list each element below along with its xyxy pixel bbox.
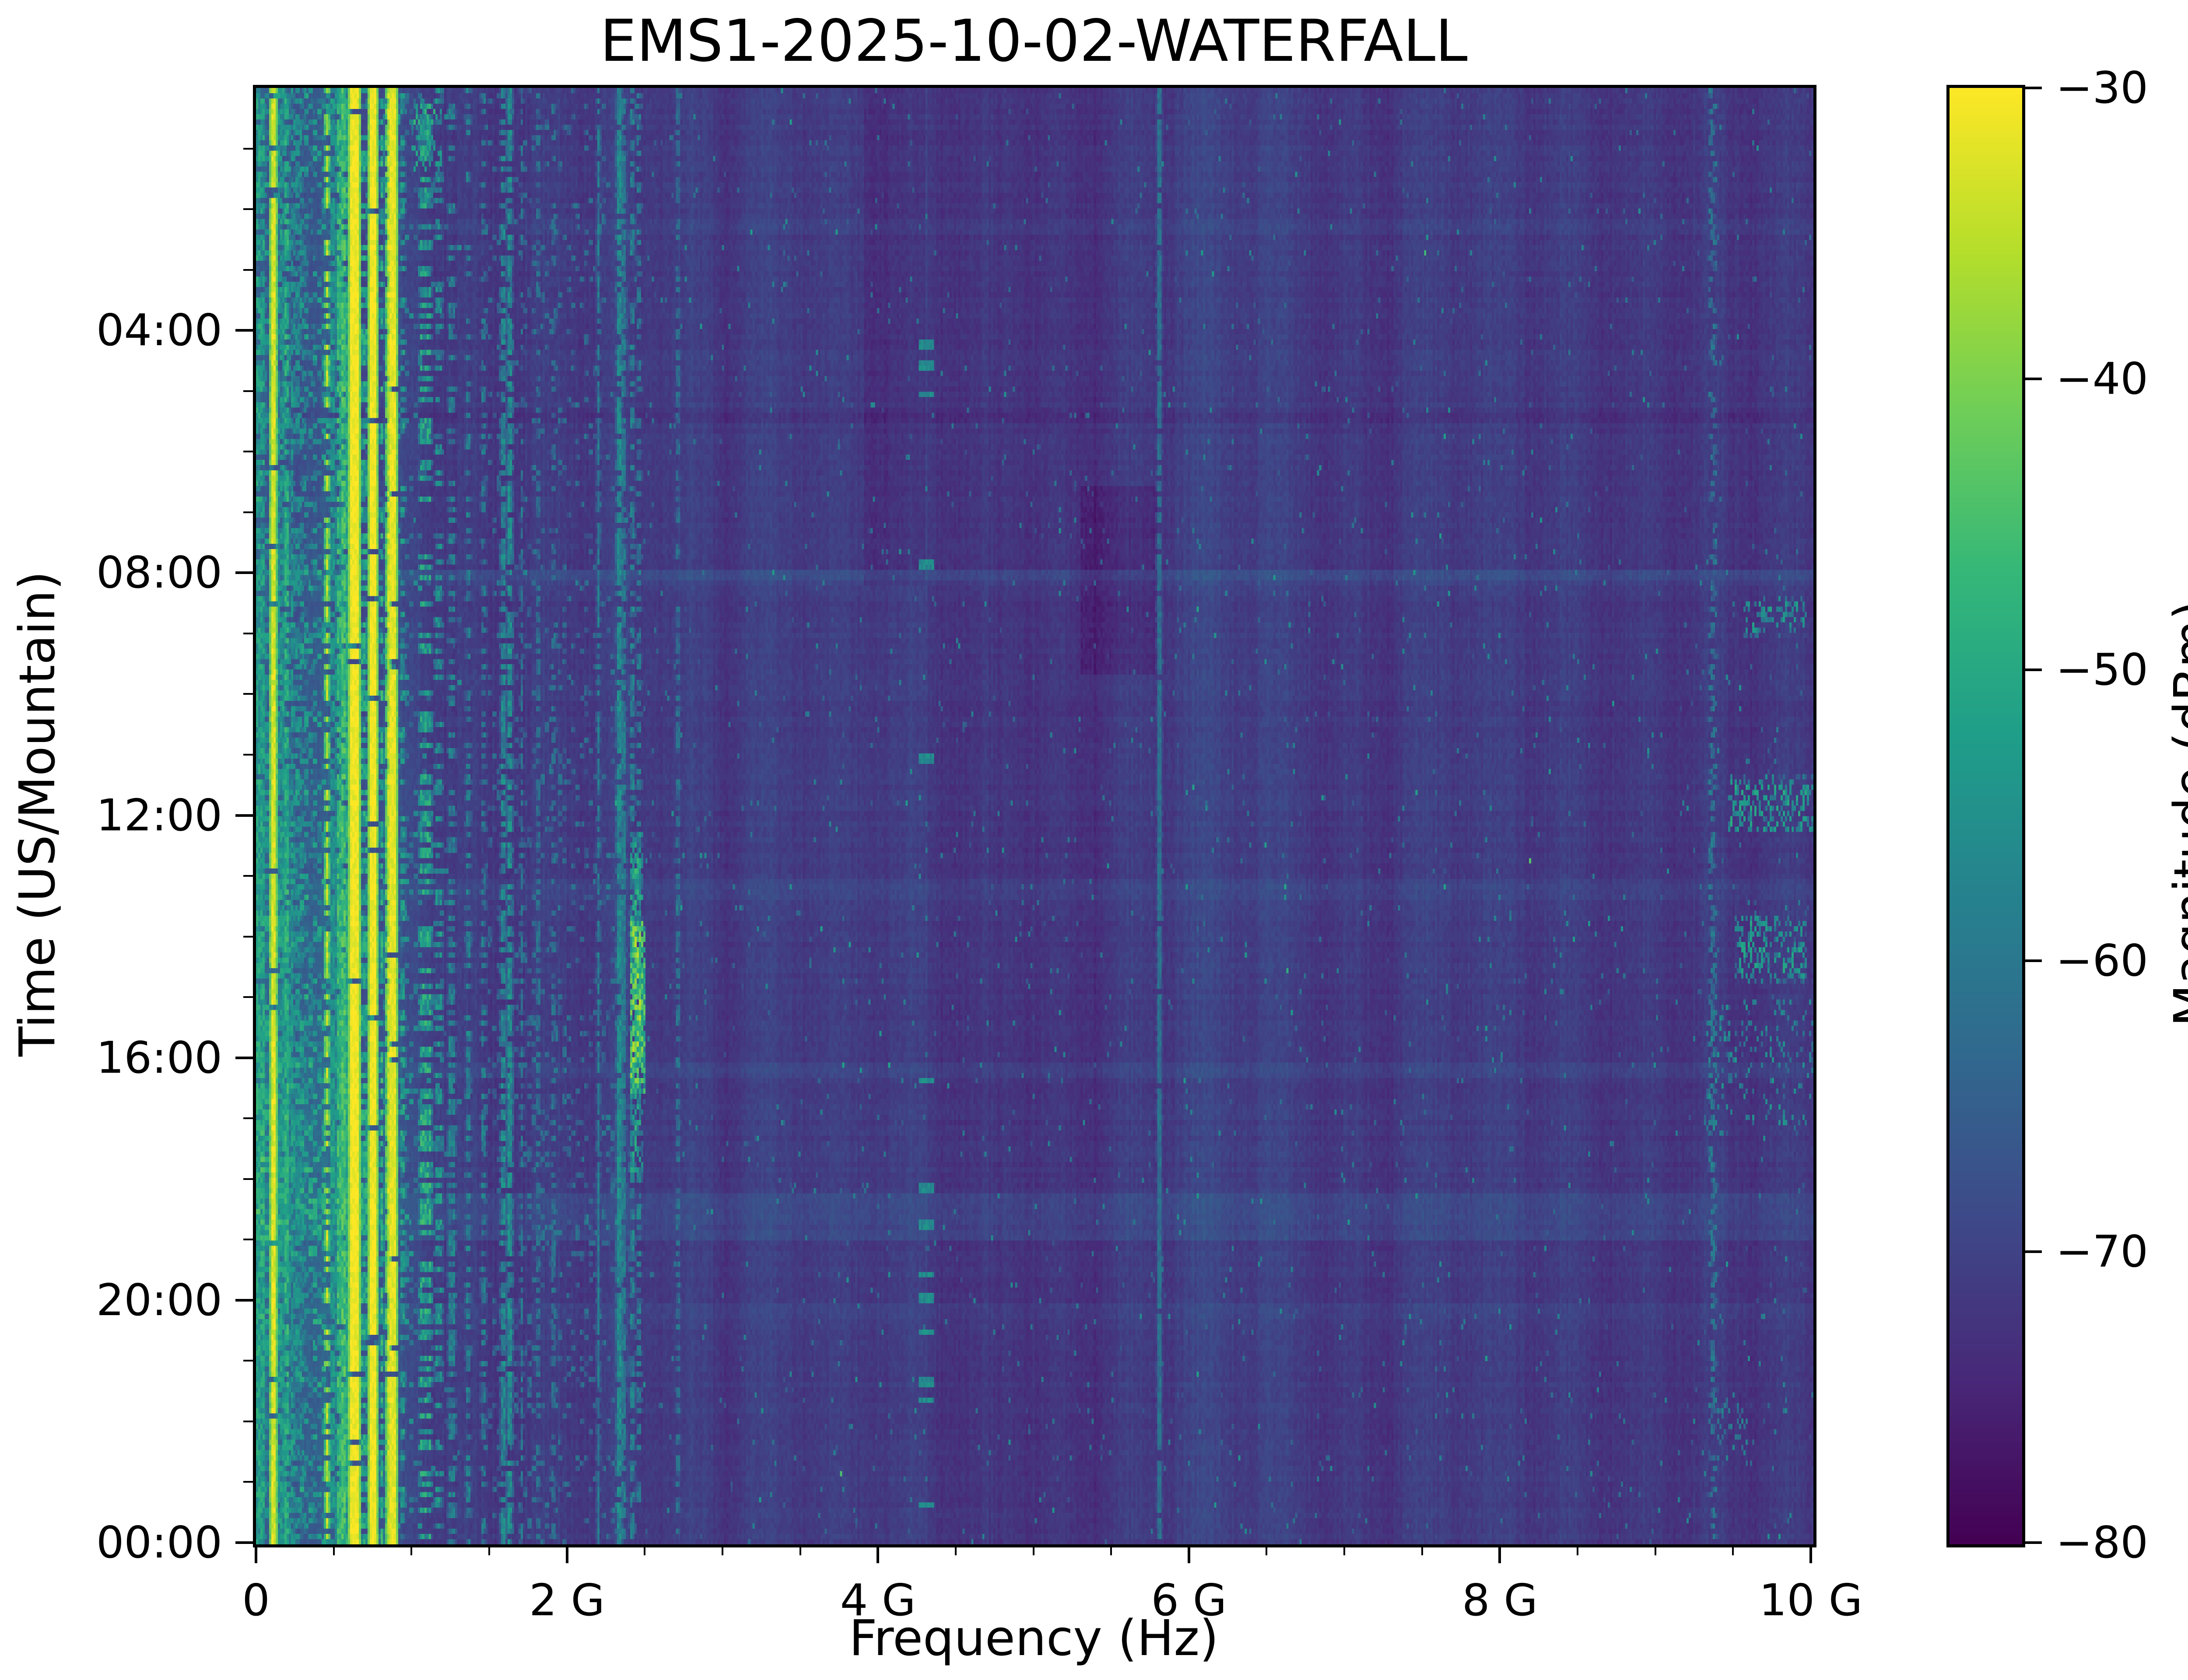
y-major-tick — [235, 1298, 253, 1302]
y-minor-tick — [243, 1360, 253, 1362]
x-minor-tick — [1110, 1546, 1112, 1555]
spectrogram-heatmap-canvas — [256, 88, 1813, 1544]
y-minor-tick — [243, 1117, 253, 1120]
y-tick-label: 00:00 — [96, 1517, 222, 1568]
x-minor-tick — [954, 1546, 957, 1555]
y-minor-tick — [243, 632, 253, 634]
y-minor-tick — [243, 390, 253, 392]
y-major-tick — [235, 1541, 253, 1544]
y-minor-tick — [243, 753, 253, 756]
y-tick-label: 12:00 — [96, 789, 222, 841]
x-tick-label: 0 — [242, 1575, 270, 1626]
y-minor-tick — [243, 1481, 253, 1483]
y-minor-tick — [243, 1178, 253, 1180]
x-minor-tick — [1732, 1546, 1734, 1555]
plot-area — [253, 85, 1816, 1547]
colorbar-tick — [2025, 1541, 2042, 1544]
colorbar-tick-label: −60 — [2056, 935, 2149, 986]
colorbar-tick-label: −70 — [2056, 1226, 2149, 1277]
x-minor-tick — [1343, 1546, 1346, 1555]
y-minor-tick — [243, 208, 253, 210]
colorbar — [1946, 85, 2025, 1547]
colorbar-gradient-canvas — [1950, 88, 2022, 1544]
y-minor-tick — [243, 1239, 253, 1241]
colorbar-tick — [2025, 668, 2042, 671]
x-minor-tick — [1266, 1546, 1268, 1555]
colorbar-tick-label: −30 — [2056, 62, 2149, 113]
y-minor-tick — [243, 451, 253, 453]
x-minor-tick — [488, 1546, 490, 1555]
x-minor-tick — [333, 1546, 335, 1555]
x-tick-label: 10 G — [1759, 1575, 1863, 1626]
y-tick-label: 04:00 — [96, 304, 222, 356]
x-major-tick — [877, 1546, 880, 1563]
y-minor-tick — [243, 935, 253, 938]
y-minor-tick — [243, 269, 253, 271]
colorbar-tick — [2025, 87, 2042, 89]
y-tick-label: 20:00 — [96, 1274, 222, 1326]
x-minor-tick — [644, 1546, 646, 1555]
y-major-tick — [235, 1056, 253, 1059]
y-minor-tick — [243, 147, 253, 150]
x-tick-label: 4 G — [840, 1575, 916, 1626]
x-major-tick — [1187, 1546, 1190, 1563]
colorbar-tick — [2025, 1250, 2042, 1253]
colorbar-tick-label: −40 — [2056, 353, 2149, 404]
colorbar-tick-label: −80 — [2056, 1517, 2149, 1568]
figure-title: EMS1-2025-10-02-WATERFALL — [600, 7, 1468, 75]
y-minor-tick — [243, 1420, 253, 1422]
y-major-tick — [235, 329, 253, 332]
colorbar-tick — [2025, 378, 2042, 380]
x-minor-tick — [721, 1546, 723, 1555]
x-minor-tick — [1577, 1546, 1579, 1555]
colorbar-tick-label: −50 — [2056, 644, 2149, 695]
x-major-tick — [255, 1546, 257, 1563]
y-tick-label: 16:00 — [96, 1032, 222, 1083]
x-axis-label: Frequency (Hz) — [849, 1610, 1219, 1667]
x-major-tick — [1498, 1546, 1501, 1563]
y-minor-tick — [243, 875, 253, 877]
x-tick-label: 6 G — [1151, 1575, 1227, 1626]
x-major-tick — [565, 1546, 568, 1563]
x-minor-tick — [1654, 1546, 1656, 1555]
y-minor-tick — [243, 511, 253, 513]
y-minor-tick — [243, 693, 253, 695]
x-major-tick — [1809, 1546, 1812, 1563]
x-tick-label: 8 G — [1462, 1575, 1538, 1626]
x-tick-label: 2 G — [529, 1575, 605, 1626]
y-tick-label: 08:00 — [96, 547, 222, 598]
x-minor-tick — [1032, 1546, 1034, 1555]
x-minor-tick — [1421, 1546, 1423, 1555]
y-major-tick — [235, 571, 253, 574]
x-minor-tick — [410, 1546, 413, 1555]
y-major-tick — [235, 814, 253, 817]
colorbar-tick — [2025, 959, 2042, 962]
x-minor-tick — [799, 1546, 801, 1555]
y-minor-tick — [243, 996, 253, 998]
